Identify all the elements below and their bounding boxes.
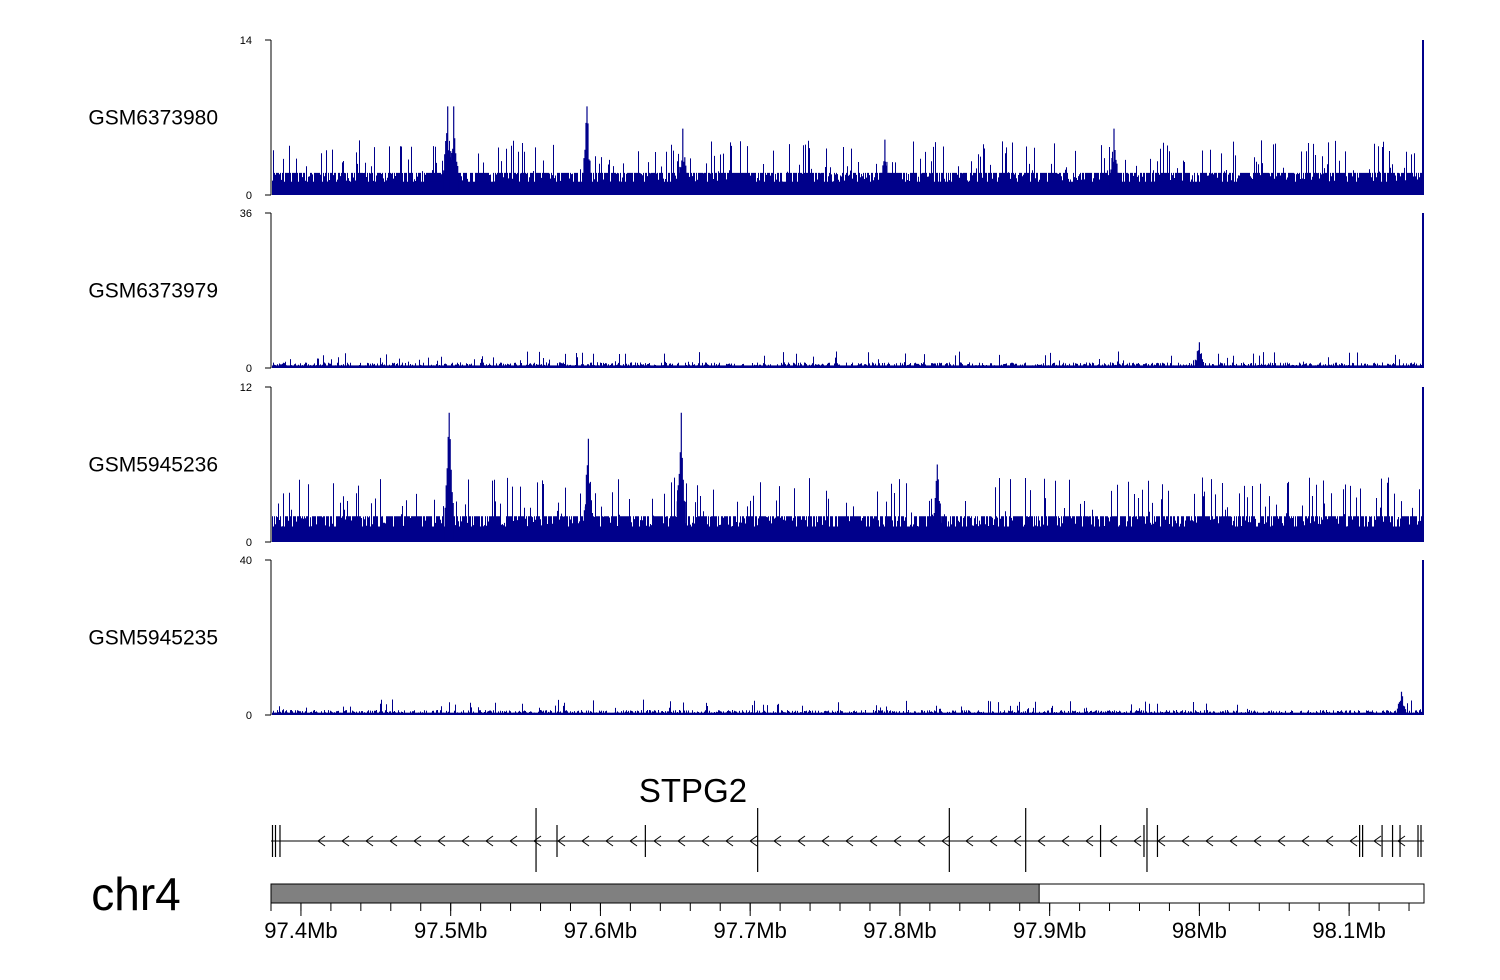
signal-peak xyxy=(1109,128,1119,195)
strand-arrow xyxy=(965,835,974,847)
signal-peak xyxy=(678,128,688,195)
track-label: GSM6373979 xyxy=(88,280,218,303)
x-tick-label: 97.7Mb xyxy=(713,918,786,943)
track-label: GSM6373980 xyxy=(88,107,218,130)
signal-peak xyxy=(583,438,593,542)
y-tick-label-max: 14 xyxy=(240,35,252,47)
strand-arrow xyxy=(677,835,686,847)
strand-arrow xyxy=(413,835,422,847)
x-tick-label: 97.5Mb xyxy=(414,918,487,943)
strand-arrow xyxy=(1301,835,1310,847)
strand-arrow xyxy=(533,835,542,847)
ideogram-track: chr4 xyxy=(91,868,1425,920)
strand-arrow xyxy=(389,835,398,847)
strand-arrow xyxy=(1181,835,1190,847)
strand-arrow xyxy=(797,835,806,847)
track-GSM5945235: GSM5945235 40 0 xyxy=(88,555,1424,722)
strand-arrow xyxy=(1061,835,1070,847)
strand-arrow xyxy=(941,835,950,847)
signal-peak xyxy=(1396,691,1407,715)
strand-arrow xyxy=(869,835,878,847)
signal-baseline xyxy=(272,712,1424,715)
signal-peak xyxy=(444,412,454,542)
gene-track: STPG2 xyxy=(271,772,1424,872)
strand-arrow xyxy=(845,835,854,847)
strand-arrow xyxy=(1325,835,1334,847)
y-tick-label-max: 12 xyxy=(240,382,252,394)
strand-arrow xyxy=(557,835,566,847)
track-GSM6373979: GSM6373979 36 0 xyxy=(88,208,1424,375)
signal-peak xyxy=(880,139,890,195)
y-tick-label-max: 40 xyxy=(240,555,252,567)
strand-arrow xyxy=(725,835,734,847)
strand-arrow xyxy=(1205,835,1214,847)
signal-peak xyxy=(582,106,592,195)
signal-baseline xyxy=(272,365,1424,368)
strand-arrow xyxy=(341,835,350,847)
strand-arrow xyxy=(653,835,662,847)
strand-arrow xyxy=(317,835,326,847)
x-tick-label: 98Mb xyxy=(1172,918,1227,943)
track-GSM6373980: GSM6373980 14 0 xyxy=(88,35,1424,202)
strand-arrow xyxy=(1373,835,1382,847)
signal-peak xyxy=(449,106,459,195)
x-tick-label: 97.9Mb xyxy=(1013,918,1086,943)
track-label: GSM5945236 xyxy=(88,454,218,477)
strand-arrow xyxy=(1013,835,1022,847)
strand-arrow xyxy=(1133,835,1142,847)
strand-arrow xyxy=(893,835,902,847)
strand-arrow xyxy=(1109,835,1118,847)
strand-arrow xyxy=(1085,835,1094,847)
strand-arrow xyxy=(1277,835,1286,847)
strand-arrow xyxy=(989,835,998,847)
strand-arrow xyxy=(629,835,638,847)
strand-arrow xyxy=(461,835,470,847)
chromosome-label: chr4 xyxy=(91,868,180,920)
signal-tracks: GSM6373980140GSM6373979360GSM5945236120G… xyxy=(88,35,1424,722)
strand-arrow xyxy=(821,835,830,847)
strand-arrow xyxy=(509,835,518,847)
strand-arrow xyxy=(1229,835,1238,847)
strand-arrow xyxy=(605,835,614,847)
strand-arrow xyxy=(1037,835,1046,847)
y-tick-label-min: 0 xyxy=(246,190,252,202)
x-tick-label: 97.4Mb xyxy=(264,918,337,943)
strand-arrow xyxy=(581,835,590,847)
strand-arrow xyxy=(1253,835,1262,847)
y-tick-label-max: 36 xyxy=(240,208,252,220)
signal-peak xyxy=(676,412,686,542)
signal-baseline xyxy=(272,526,1424,542)
x-tick-label: 98.1Mb xyxy=(1312,918,1385,943)
signal-peak xyxy=(932,464,942,542)
strand-arrow xyxy=(773,835,782,847)
ideogram-band xyxy=(270,883,1040,904)
strand-arrow xyxy=(749,835,758,847)
strand-arrow xyxy=(485,835,494,847)
strand-arrow xyxy=(917,835,926,847)
strand-arrow xyxy=(437,835,446,847)
strand-arrow xyxy=(1349,835,1358,847)
gene-name-label: STPG2 xyxy=(639,772,747,809)
track-GSM5945236: GSM5945236 12 0 xyxy=(88,382,1424,549)
y-tick-label-min: 0 xyxy=(246,363,252,375)
y-tick-label-min: 0 xyxy=(246,710,252,722)
track-label: GSM5945235 xyxy=(88,627,218,650)
x-tick-label: 97.8Mb xyxy=(863,918,936,943)
strand-arrow xyxy=(365,835,374,847)
y-tick-label-min: 0 xyxy=(246,537,252,549)
genomic-axis: 97.4Mb 97.5Mb 97.6Mb 97.7Mb 97.8Mb 97.9Mb 98Mb… xyxy=(264,903,1410,943)
strand-arrow xyxy=(1397,835,1406,847)
x-tick-label: 97.6Mb xyxy=(564,918,637,943)
signal-baseline xyxy=(272,181,1424,195)
signal-peak xyxy=(1194,342,1204,368)
strand-arrow xyxy=(701,835,710,847)
